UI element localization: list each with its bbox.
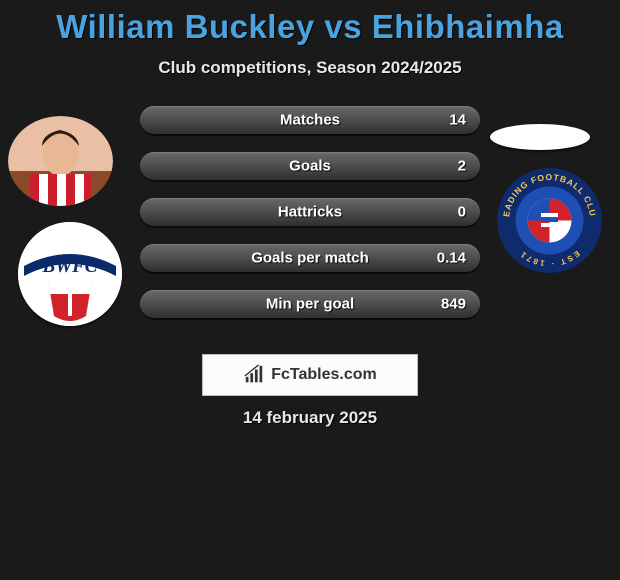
generated-date: 14 february 2025 — [0, 408, 620, 428]
brand-text: FcTables.com — [271, 366, 377, 384]
player-right-avatar-placeholder — [490, 124, 590, 150]
club-left-crest: BWFC — [18, 222, 122, 326]
page-title: William Buckley vs Ehibhaimha — [0, 0, 620, 46]
stat-value-right: 0.14 — [437, 250, 466, 267]
stat-bar: Matches 14 — [140, 106, 480, 134]
subtitle: Club competitions, Season 2024/2025 — [0, 58, 620, 78]
stat-value-right: 0 — [458, 204, 466, 221]
stat-label: Goals — [289, 158, 331, 175]
stat-value-right: 14 — [449, 112, 466, 129]
stat-label: Goals per match — [251, 250, 369, 267]
stat-value-right: 849 — [441, 296, 466, 313]
stat-bar: Min per goal 849 — [140, 290, 480, 318]
stat-label: Hattricks — [278, 204, 342, 221]
stat-bar: Goals per match 0.14 — [140, 244, 480, 272]
stat-bar: Goals 2 — [140, 152, 480, 180]
stat-label: Min per goal — [266, 296, 354, 313]
stat-value-right: 2 — [458, 158, 466, 175]
player-left-avatar — [8, 116, 113, 206]
brand-badge: FcTables.com — [202, 354, 418, 396]
crest-text: BWFC — [42, 256, 98, 277]
stat-bar: Hattricks 0 — [140, 198, 480, 226]
club-right-crest: READING FOOTBALL CLUB EST · 1871 — [497, 168, 602, 273]
stat-label: Matches — [280, 112, 340, 129]
chart-icon — [243, 364, 265, 386]
stat-bars: Matches 14 Goals 2 Hattricks 0 Goals per… — [140, 106, 480, 336]
